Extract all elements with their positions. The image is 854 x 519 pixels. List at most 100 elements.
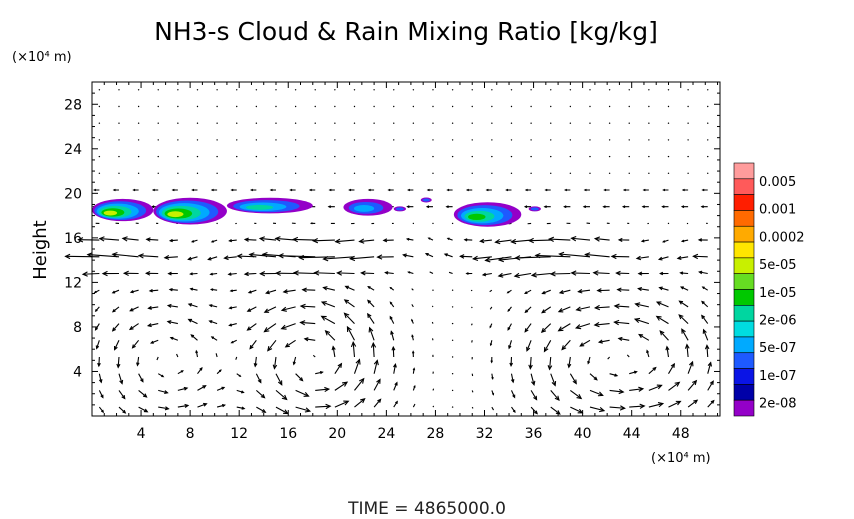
vector-arrowhead	[309, 222, 313, 225]
vector-arrowhead	[593, 376, 598, 381]
vector-arrowhead	[497, 272, 504, 278]
vector-dot	[177, 89, 179, 91]
vector-arrowhead	[593, 236, 601, 242]
colorbar-swatch	[733, 241, 755, 259]
vector-arrowhead	[140, 378, 144, 383]
vector-arrowhead	[94, 309, 98, 313]
vector-dot	[707, 89, 709, 91]
vector-arrowhead	[263, 308, 270, 313]
vector-arrowhead	[164, 406, 170, 411]
wind-vector	[629, 388, 643, 391]
vector-arrowhead	[524, 188, 528, 192]
vector-arrowhead	[202, 385, 207, 389]
cloud-contour-2e-06	[245, 204, 274, 210]
wind-vector	[687, 399, 698, 408]
vector-arrowhead	[168, 238, 173, 243]
wind-vector	[558, 306, 571, 313]
vector-dot	[550, 172, 552, 174]
colorbar-swatch	[733, 289, 755, 306]
wind-vector-field	[64, 89, 715, 415]
wind-vector	[209, 320, 218, 325]
vector-arrowhead	[700, 205, 704, 209]
vector-dot	[236, 172, 238, 174]
wind-vector	[369, 327, 375, 341]
wind-vector	[385, 272, 394, 275]
wind-vector	[354, 398, 365, 408]
vector-dot	[648, 139, 650, 141]
vector-arrowhead	[528, 364, 533, 370]
wind-vector	[244, 272, 257, 275]
vector-arrowhead	[445, 205, 449, 209]
vector-arrowhead	[122, 409, 127, 414]
vector-dot	[707, 105, 709, 108]
vector-dot	[491, 105, 493, 108]
vector-dot	[118, 155, 120, 158]
vector-arrowhead	[187, 256, 192, 261]
vector-arrowhead	[610, 253, 617, 260]
vector-arrowhead	[634, 302, 641, 308]
vector-dot	[98, 139, 101, 141]
vector-arrowhead	[548, 236, 555, 242]
vector-arrowhead	[355, 358, 361, 365]
vector-dot	[432, 222, 434, 225]
vector-dot	[648, 155, 650, 158]
vector-arrowhead	[301, 287, 307, 293]
wind-vector	[706, 345, 709, 358]
vector-arrowhead	[241, 406, 246, 410]
vector-arrowhead	[614, 373, 619, 377]
wind-vector	[629, 371, 637, 375]
vector-arrowhead	[489, 343, 493, 347]
vector-dot	[648, 122, 650, 124]
vector-arrowhead	[507, 327, 511, 331]
vector-dot	[196, 172, 199, 174]
vector-dot	[491, 172, 493, 174]
wind-vector	[635, 303, 649, 308]
wind-vector	[323, 286, 335, 291]
colorbar-swatch	[733, 305, 755, 322]
wind-vector	[164, 256, 178, 259]
wind-vector	[550, 390, 560, 401]
plot-axes	[91, 81, 721, 417]
vector-arrowhead	[277, 253, 284, 259]
vector-arrowhead	[373, 359, 379, 366]
vector-arrowhead	[240, 390, 245, 394]
vector-arrowhead	[343, 400, 350, 406]
plot-frame	[91, 81, 721, 417]
vector-dot	[177, 172, 179, 174]
vector-dot	[432, 139, 434, 141]
vector-arrowhead	[111, 309, 116, 313]
wind-vector	[352, 342, 356, 358]
vector-arrowhead	[633, 370, 638, 374]
colorbar-label: 0.005	[759, 175, 796, 190]
wind-vector	[373, 379, 381, 391]
vector-arrowhead	[227, 272, 232, 276]
wind-vector	[300, 321, 316, 325]
wind-vector	[295, 373, 303, 382]
wind-vector	[138, 373, 144, 382]
vector-arrowhead	[259, 270, 266, 277]
wind-vector	[510, 373, 514, 383]
y-tick-label: 4	[73, 364, 82, 380]
vector-arrowhead	[494, 239, 501, 245]
wind-vector	[224, 256, 237, 259]
wind-vector	[576, 306, 591, 311]
wind-vector	[344, 299, 355, 308]
vector-dot	[628, 89, 630, 91]
wind-vector	[549, 356, 552, 370]
wind-vector	[618, 337, 630, 341]
wind-vector	[83, 272, 100, 275]
vector-arrowhead	[557, 308, 564, 313]
wind-vector	[432, 405, 435, 408]
vector-dot	[628, 139, 630, 141]
wind-vector	[543, 340, 552, 352]
x-tick-label: 12	[230, 426, 248, 442]
wind-vector	[367, 313, 375, 324]
vector-arrowhead	[360, 398, 366, 404]
vector-arrowhead	[497, 256, 505, 263]
vector-arrowhead	[337, 362, 343, 368]
wind-vector	[300, 305, 316, 308]
vector-dot	[550, 89, 552, 91]
colorbar-swatch	[733, 210, 755, 227]
wind-vector	[390, 331, 395, 341]
vector-arrowhead	[622, 188, 626, 192]
